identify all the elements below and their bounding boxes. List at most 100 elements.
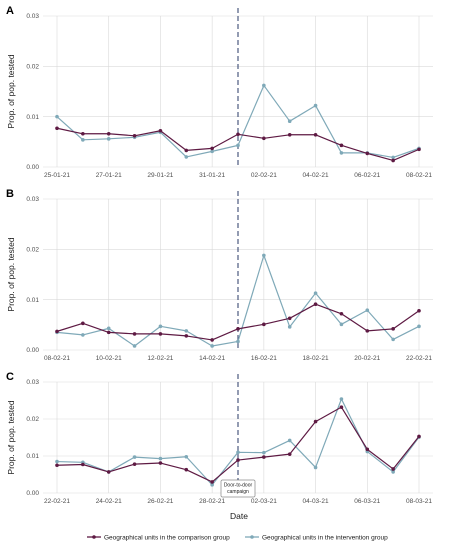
data-point-intervention xyxy=(158,324,163,329)
data-point-intervention xyxy=(81,333,85,337)
data-point-intervention xyxy=(262,450,266,455)
y-tick-label: 0.00 xyxy=(26,164,39,171)
data-point-comparison xyxy=(313,302,318,306)
data-point-comparison xyxy=(365,447,370,452)
x-tick-label: 06-02-21 xyxy=(354,172,380,179)
x-tick-label: 28-02-21 xyxy=(199,498,225,505)
data-point-comparison xyxy=(313,419,318,424)
y-tick-label: 0.00 xyxy=(26,490,39,497)
data-point-comparison xyxy=(417,308,421,313)
data-point-intervention xyxy=(391,470,395,474)
data-point-intervention xyxy=(55,114,59,119)
data-point-intervention xyxy=(106,137,111,141)
data-point-comparison xyxy=(287,316,292,321)
data-point-intervention xyxy=(313,291,318,295)
legend-item-comparison: Geographical units in the comparison gro… xyxy=(87,535,230,542)
legend-label-intervention: Geographical units in the intervention g… xyxy=(262,535,388,542)
data-point-comparison xyxy=(132,133,137,138)
data-point-intervention xyxy=(184,329,189,333)
y-tick-label: 0.03 xyxy=(26,196,39,203)
x-tick-label: 14-02-21 xyxy=(199,355,225,362)
data-point-comparison xyxy=(55,126,59,131)
data-point-intervention xyxy=(339,397,344,401)
data-point-intervention xyxy=(132,455,137,459)
data-point-comparison xyxy=(313,132,318,137)
data-point-comparison xyxy=(106,131,111,136)
data-point-comparison xyxy=(339,143,344,148)
x-tick-label: 26-02-21 xyxy=(147,498,173,505)
annotation-frame xyxy=(220,479,256,498)
data-point-comparison xyxy=(417,147,421,152)
data-point-comparison xyxy=(287,132,292,137)
data-point-intervention xyxy=(417,324,421,329)
data-point-comparison xyxy=(339,311,344,316)
x-tick-label: 02-02-21 xyxy=(251,172,277,179)
data-point-comparison xyxy=(417,434,421,439)
data-point-comparison xyxy=(391,158,395,163)
x-tick-label: 10-02-21 xyxy=(96,355,122,362)
annotation-text-line1: Door-to-door xyxy=(224,483,253,489)
x-tick-label: 29-01-21 xyxy=(147,172,173,179)
panel-label: A xyxy=(6,5,14,17)
panel-A: 0.00 0.01 0.02 0.03 25-01-21 27-01-21 29-01-21… xyxy=(6,5,433,179)
x-tick-label: 20-02-21 xyxy=(354,355,380,362)
data-point-comparison xyxy=(391,327,395,331)
data-point-comparison xyxy=(365,151,370,156)
x-tick-label: 24-02-21 xyxy=(96,498,122,505)
data-point-comparison xyxy=(81,131,85,136)
data-point-comparison xyxy=(210,338,214,342)
legend-marker-intervention xyxy=(250,535,254,539)
y-tick-label: 0.02 xyxy=(26,416,39,423)
data-point-intervention xyxy=(313,465,318,470)
data-point-intervention xyxy=(210,344,214,348)
data-point-comparison xyxy=(132,462,137,466)
y-tick-label: 0.03 xyxy=(26,13,39,20)
y-tick-label: 0.01 xyxy=(26,297,39,304)
data-point-intervention xyxy=(287,438,292,443)
data-point-intervention xyxy=(132,344,137,348)
data-point-intervention xyxy=(106,326,111,331)
data-point-comparison xyxy=(210,480,214,484)
y-tick-label: 0.01 xyxy=(26,114,39,121)
data-point-intervention xyxy=(55,459,59,464)
data-point-comparison xyxy=(106,330,111,335)
data-point-comparison xyxy=(55,329,59,334)
data-point-comparison xyxy=(184,467,189,472)
legend-marker-comparison xyxy=(92,535,96,539)
data-point-intervention xyxy=(184,155,189,159)
data-point-comparison xyxy=(55,463,59,468)
data-point-intervention xyxy=(158,456,163,461)
x-tick-label: 12-02-21 xyxy=(147,355,173,362)
x-tick-label: 06-03-21 xyxy=(354,498,380,505)
x-tick-label: 27-01-21 xyxy=(96,172,122,179)
x-tick-label: 25-01-21 xyxy=(44,172,70,179)
data-point-comparison xyxy=(391,467,395,471)
data-point-intervention xyxy=(365,308,370,313)
data-point-comparison xyxy=(106,470,111,474)
panel-label: C xyxy=(6,371,14,383)
panel-B: 0.00 0.01 0.02 0.03 08-02-21 10-02-21 12-02-21… xyxy=(6,188,433,362)
data-point-intervention xyxy=(391,337,395,342)
x-tick-label: 04-02-21 xyxy=(303,172,329,179)
data-point-comparison xyxy=(262,322,266,327)
data-point-intervention xyxy=(236,143,240,148)
data-point-intervention xyxy=(262,83,266,88)
legend: Geographical units in the comparison gro… xyxy=(87,535,388,542)
x-tick-label: 02-03-21 xyxy=(251,498,277,505)
legend-label-comparison: Geographical units in the comparison gro… xyxy=(104,535,230,542)
x-tick-label: 22-02-21 xyxy=(44,498,70,505)
data-point-comparison xyxy=(81,321,85,326)
data-point-intervention xyxy=(81,138,85,142)
x-tick-label: 31-01-21 xyxy=(199,172,225,179)
data-point-intervention xyxy=(184,454,189,459)
y-tick-label: 0.01 xyxy=(26,453,39,460)
data-point-intervention xyxy=(287,325,292,329)
data-point-intervention xyxy=(236,450,240,455)
data-point-comparison xyxy=(132,332,137,336)
data-point-intervention xyxy=(339,151,344,155)
x-tick-label: 22-02-21 xyxy=(406,355,432,362)
data-point-comparison xyxy=(262,136,266,141)
data-point-comparison xyxy=(158,128,163,133)
data-point-comparison xyxy=(210,146,214,151)
